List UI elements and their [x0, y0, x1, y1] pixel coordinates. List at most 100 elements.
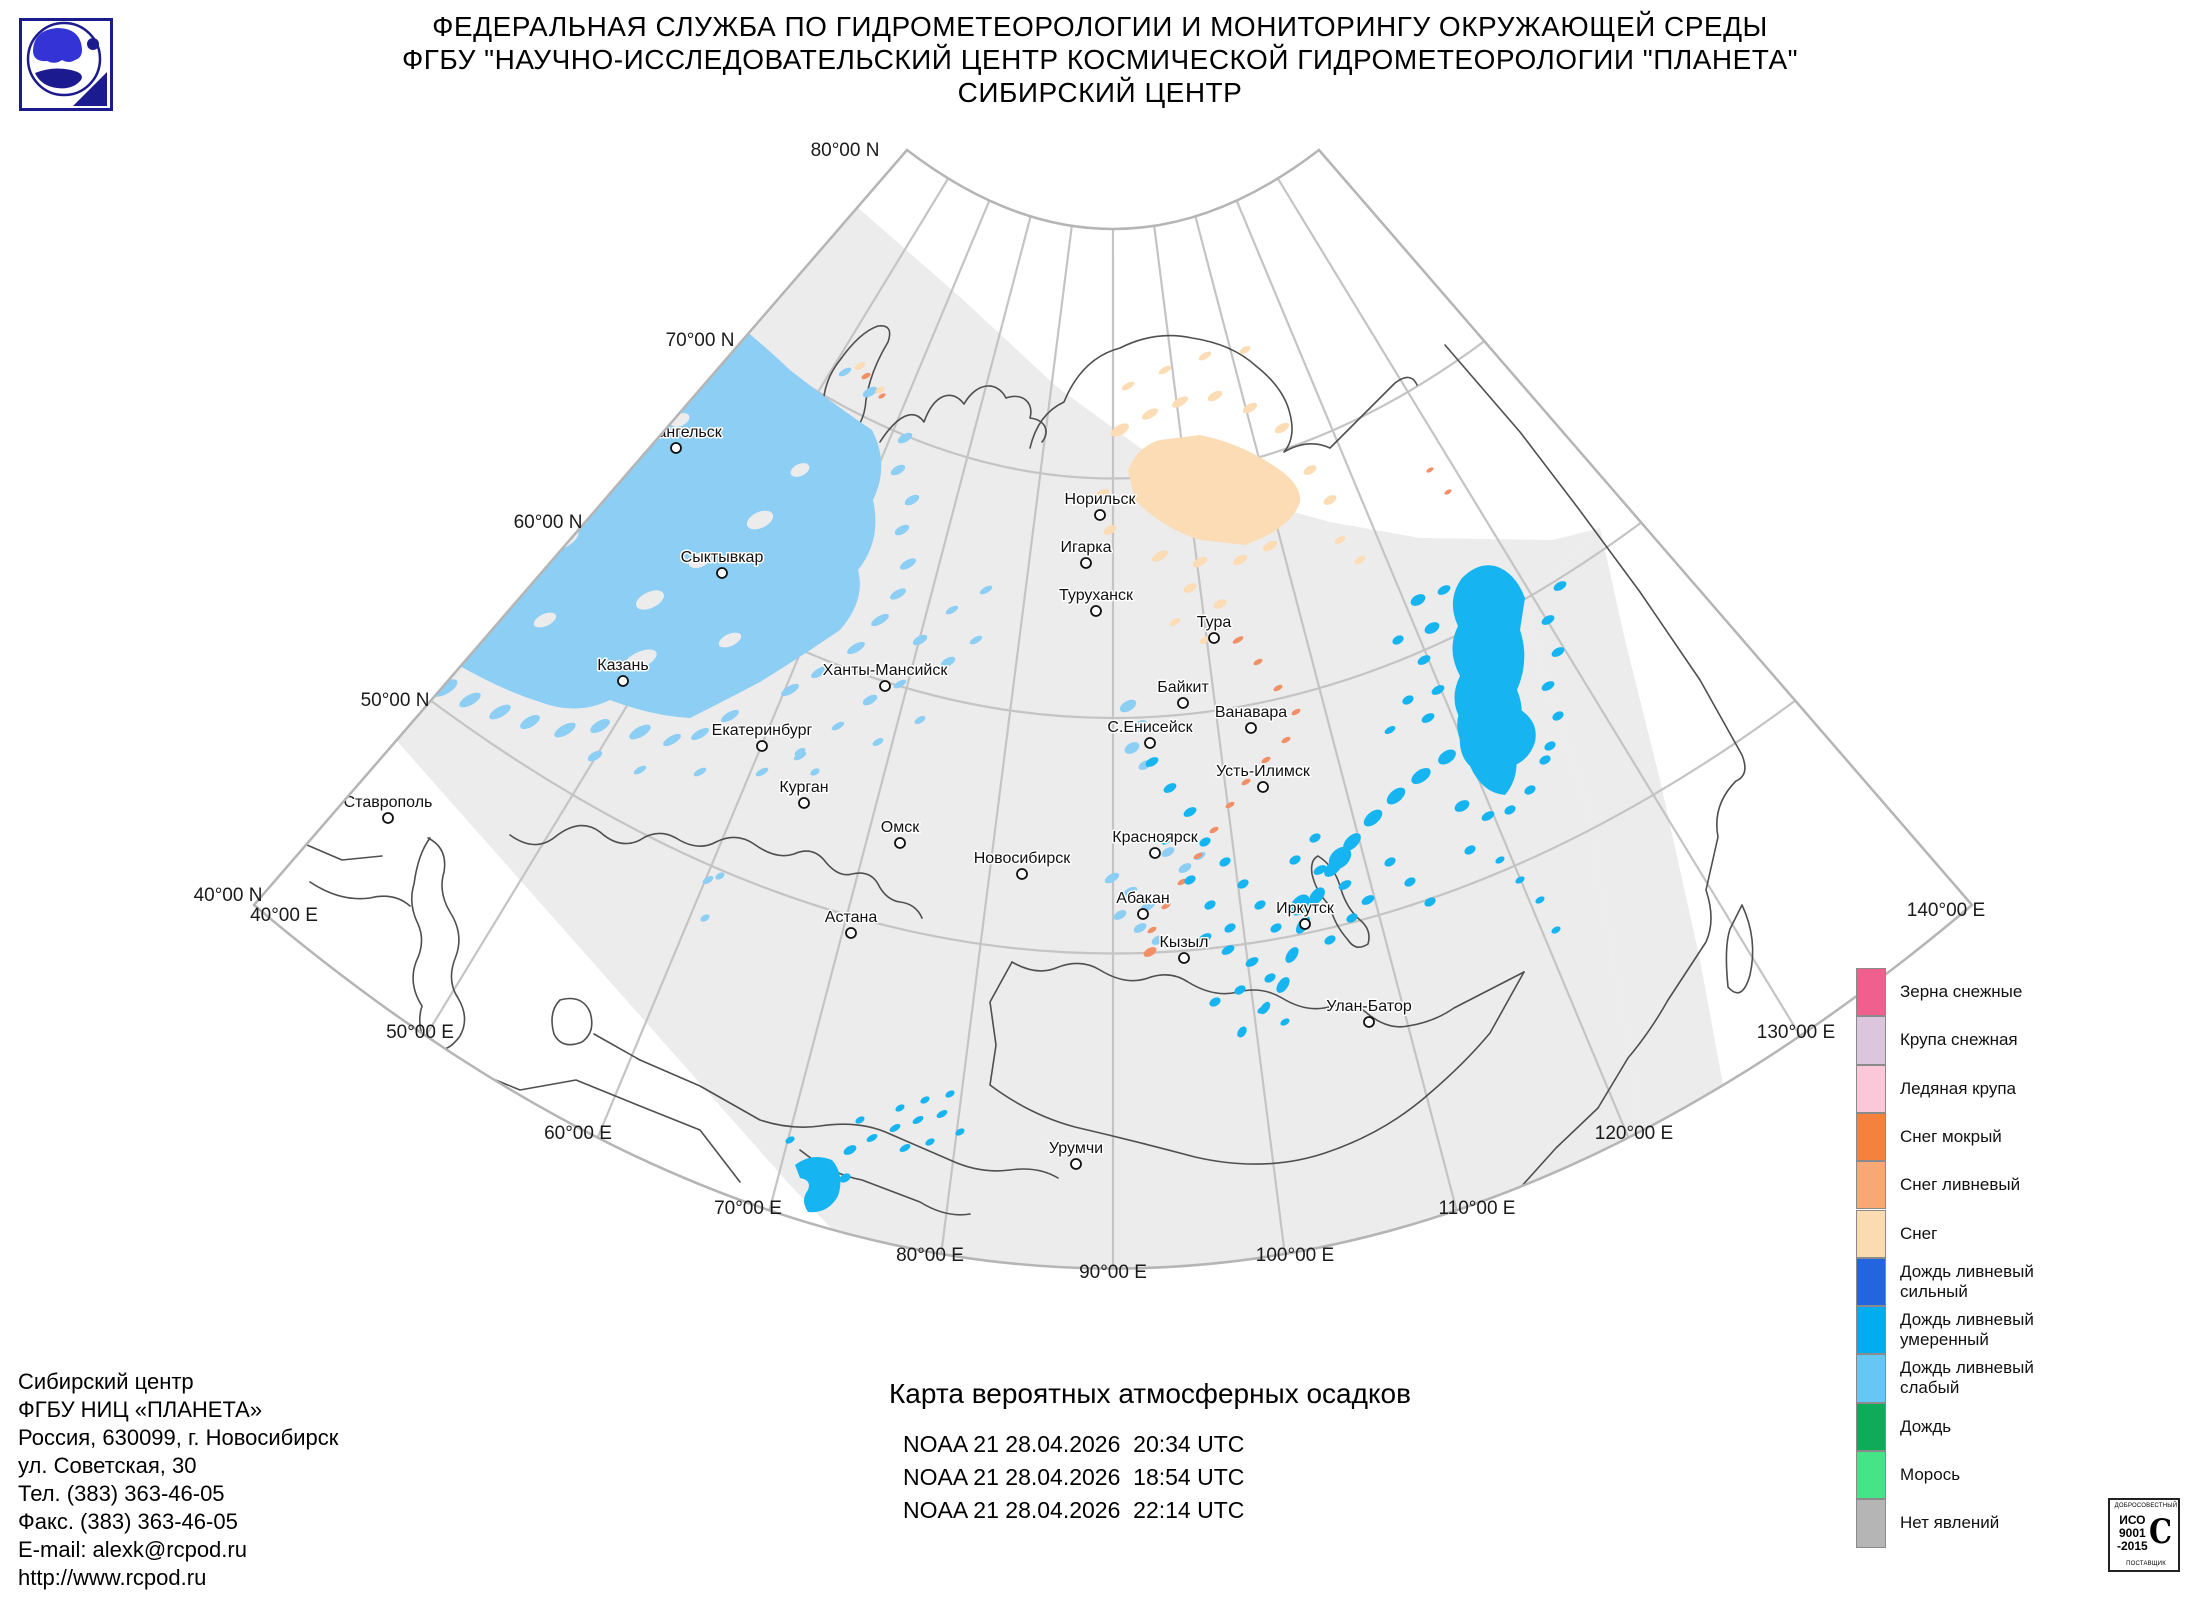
contact-line: Факс. (383) 363-46-05: [18, 1509, 238, 1534]
precip-speckle: [1384, 726, 1396, 734]
map-title: Карта вероятных атмосферных осадков: [889, 1378, 1411, 1409]
precip-speckle: [1438, 749, 1456, 765]
precip-speckle: [1213, 599, 1227, 609]
city-label: Урумчи: [1049, 1140, 1103, 1157]
precip-speckle: [533, 612, 557, 628]
city-marker: [1080, 557, 1092, 569]
precip-speckle: [969, 635, 983, 645]
grid-label: 110°00 E: [1439, 1198, 1516, 1219]
city-label: Ванавара: [1215, 704, 1287, 721]
precip-speckle: [1124, 742, 1140, 754]
precip-speckle: [1386, 787, 1406, 805]
city-label: Кызыл: [1160, 934, 1209, 951]
border-yamal: [879, 385, 1047, 443]
precip-speckle: [1221, 945, 1235, 955]
precip-speckle: [899, 558, 917, 570]
precip-speckle: [1515, 876, 1525, 884]
header: ФЕДЕРАЛЬНАЯ СЛУЖБА ПО ГИДРОМЕТЕОРОЛОГИИ …: [0, 10, 2200, 109]
city-marker: [670, 442, 682, 454]
precip-speckle: [1551, 926, 1561, 934]
precip-speckle: [1289, 855, 1301, 865]
city-layer: Архангельск Сыктывкар Казань Ханты-Мансийск…: [342, 423, 1413, 1170]
precip-speckle: [554, 722, 576, 738]
grid-label: 90°00 E: [1079, 1262, 1147, 1283]
grid-label: 130°00 E: [1757, 1022, 1835, 1043]
precip-speckle: [925, 1138, 935, 1146]
precip-speckle: [1209, 997, 1221, 1007]
precip-speckle: [1363, 809, 1383, 827]
precip-speckle: [1539, 755, 1551, 765]
precip-speckle: [790, 463, 810, 477]
city-label: С.Енисейск: [1107, 719, 1193, 736]
city-label: Омск: [881, 819, 920, 836]
precip-speckle: [1541, 615, 1555, 625]
precip-speckle: [1158, 365, 1172, 375]
precip-speckle: [1261, 756, 1271, 764]
precip-speckle: [520, 715, 540, 729]
precip-speckle: [1404, 877, 1416, 887]
grid-label: 60°00 E: [544, 1123, 612, 1144]
border-far-east-coast: [1444, 344, 1746, 1189]
grid-label: 60°00 N: [514, 512, 583, 533]
precip-speckle: [1535, 896, 1545, 904]
precip-speckle: [1094, 488, 1110, 500]
precip-speckle: [847, 641, 865, 655]
city-label: Игарка: [1060, 539, 1111, 556]
city-marker: [1094, 509, 1106, 521]
grid-label: 80°00 E: [896, 1245, 964, 1266]
precip-speckle: [1110, 423, 1130, 437]
precip-speckle: [693, 297, 707, 307]
contact-line: Сибирский центр: [18, 1369, 194, 1394]
precip-speckle: [1245, 957, 1259, 967]
precip-speckle: [1169, 618, 1181, 626]
precip-speckle: [1264, 973, 1276, 983]
satellite-passes: NOAA 21 28.04.2026 20:34 UTC NOAA 21 28.0…: [903, 1428, 1244, 1527]
precip-speckle: [1143, 947, 1157, 957]
contact-line: http://www.rcpod.ru: [18, 1565, 207, 1590]
precip-speckle: [1392, 635, 1404, 645]
precip-speckle: [1464, 845, 1476, 855]
precip-speckle: [1481, 811, 1495, 821]
city-label: Казань: [597, 657, 648, 674]
city-label: Курган: [779, 779, 828, 796]
precip-speckle: [1183, 807, 1197, 817]
city-label: Екатеринбург: [712, 722, 813, 739]
precip-speckle: [1104, 872, 1120, 884]
grid-label: 80°00 N: [811, 140, 880, 161]
precip-speckle: [1234, 985, 1246, 995]
city-marker: [1144, 737, 1156, 749]
precip-speckle: [693, 767, 707, 777]
city-marker: [894, 837, 906, 849]
iso-9001-mark: ДОБРОСОВЕСТНЫЙ ИСО 9001 -2015 С ПОСТАВЩИ…: [2108, 1498, 2180, 1572]
precip-speckle: [1192, 556, 1208, 568]
precip-speckle: [781, 683, 799, 697]
city-marker: [845, 927, 857, 939]
precip-speckle: [890, 464, 906, 476]
grid-label: 50°00 E: [386, 1022, 454, 1043]
city-label: Байкит: [1157, 679, 1209, 696]
satellite-pass-line: NOAA 21 28.04.2026 20:34 UTC: [903, 1431, 1245, 1457]
precip-speckle: [1552, 711, 1564, 721]
contact-line: ФГБУ НИЦ «ПЛАНЕТА»: [18, 1397, 263, 1422]
city-label: Иркутск: [1276, 900, 1335, 917]
city-marker: [1177, 697, 1189, 709]
precip-speckle: [1198, 351, 1212, 361]
precip-speckle: [912, 634, 928, 646]
grid-label: 50°00 N: [361, 690, 430, 711]
planeta-logo: [19, 18, 113, 111]
grid-label: 140°00 E: [1907, 900, 1985, 921]
precip-speckle: [1160, 835, 1172, 845]
precip-snow-shower-speckles: [861, 372, 1452, 957]
precip-speckle: [1183, 583, 1197, 593]
precip-speckle: [1121, 381, 1135, 391]
precip-speckle: [810, 768, 820, 776]
precip-speckle: [1209, 826, 1219, 834]
precip-speckle: [1262, 540, 1278, 552]
precip-speckle: [862, 694, 878, 706]
precip-speckle: [587, 750, 603, 762]
precip-speckle: [1151, 550, 1169, 562]
precip-speckle: [1309, 887, 1325, 905]
contact-block: Сибирский центр ФГБУ НИЦ «ПЛАНЕТА» Россия,…: [18, 1368, 338, 1592]
precip-speckle: [1486, 717, 1502, 731]
